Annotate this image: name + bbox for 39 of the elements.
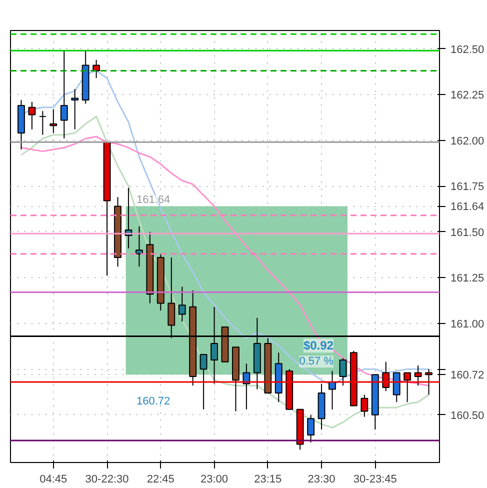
candlestick: [38, 110, 46, 136]
candlestick: [50, 108, 58, 134]
y-tick-label: 161.25: [450, 272, 484, 285]
candlestick: [414, 364, 422, 386]
y-tick-label: 161.64: [450, 201, 484, 214]
candlestick: [339, 358, 347, 386]
candlestick: [425, 368, 432, 396]
candlestick: [360, 394, 368, 418]
x-tick-label: 23:00: [200, 474, 228, 486]
y-tick-label: 162.50: [450, 44, 484, 56]
y-tick-label: 161.00: [450, 318, 484, 330]
x-tick-label: 23:15: [254, 474, 282, 486]
candlestick: [92, 59, 100, 79]
candlestick: [178, 286, 186, 322]
candlestick: [71, 88, 79, 130]
candlestick: [328, 370, 336, 410]
y-tick-label: 160.72: [450, 370, 484, 382]
annotation: 160.72: [136, 396, 170, 408]
annotation: 161.64: [136, 194, 170, 206]
candlestick: [200, 354, 208, 410]
x-tick-label: 22:45: [146, 474, 174, 486]
candlestick: [307, 414, 315, 443]
y-tick-label: 162.25: [450, 90, 484, 102]
y-tick-label: 161.50: [450, 226, 484, 239]
candlestick: [60, 50, 68, 139]
annotation: $0.92: [303, 338, 334, 353]
candlestick: [392, 372, 400, 403]
candlestick: [135, 226, 143, 268]
candlestick: [28, 101, 36, 130]
x-tick-label: 30-23:45: [353, 474, 397, 486]
y-tick-label: 160.50: [450, 410, 484, 422]
x-tick-label: 04:45: [40, 474, 68, 486]
y-tick-label: 162.00: [450, 135, 484, 148]
candlestick: [382, 361, 390, 392]
candlestick: [404, 372, 412, 403]
y-tick-label: 161.75: [450, 181, 484, 194]
annotation: 0.57 %: [299, 356, 334, 368]
x-tick-label: 23:30: [308, 474, 336, 486]
x-tick-label: 30-22:30: [85, 474, 129, 486]
